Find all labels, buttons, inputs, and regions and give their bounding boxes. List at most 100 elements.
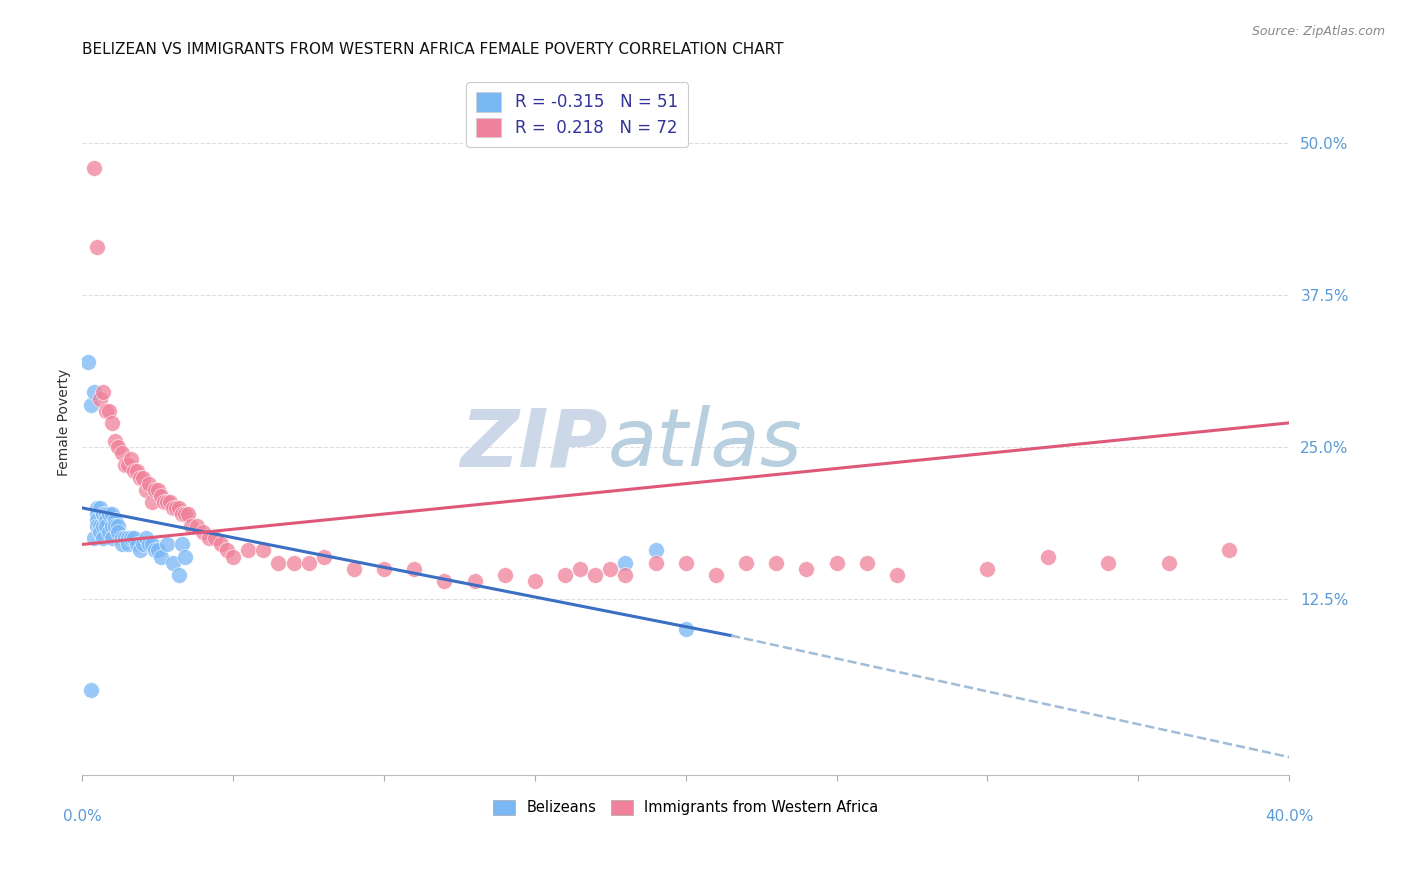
Point <box>117 532 139 546</box>
Point <box>222 549 245 564</box>
Point <box>117 537 139 551</box>
Point <box>125 465 148 479</box>
Point <box>204 532 226 546</box>
Point <box>569 562 592 576</box>
Point <box>1157 556 1180 570</box>
Point <box>644 556 666 570</box>
Point <box>93 532 115 546</box>
Point <box>114 458 136 473</box>
Point <box>86 507 108 521</box>
Point <box>494 567 516 582</box>
Point <box>110 446 132 460</box>
Point <box>96 519 118 533</box>
Text: atlas: atlas <box>607 405 801 483</box>
Point <box>825 556 848 570</box>
Point <box>77 355 100 369</box>
Point <box>162 556 184 570</box>
Point <box>283 556 305 570</box>
Point <box>159 495 181 509</box>
Point <box>86 519 108 533</box>
Point <box>238 543 260 558</box>
Point <box>1097 556 1119 570</box>
Point <box>614 556 637 570</box>
Point <box>198 532 221 546</box>
Point <box>80 683 103 698</box>
Point <box>143 483 166 497</box>
Point <box>98 403 121 417</box>
Point <box>138 476 160 491</box>
Point <box>180 519 202 533</box>
Point <box>107 440 129 454</box>
Point <box>101 416 124 430</box>
Point <box>464 574 486 588</box>
Point <box>554 567 576 582</box>
Point <box>83 161 105 175</box>
Point <box>135 532 157 546</box>
Point <box>1036 549 1059 564</box>
Point <box>101 519 124 533</box>
Text: ZIP: ZIP <box>460 405 607 483</box>
Point <box>93 519 115 533</box>
Text: BELIZEAN VS IMMIGRANTS FROM WESTERN AFRICA FEMALE POVERTY CORRELATION CHART: BELIZEAN VS IMMIGRANTS FROM WESTERN AFRI… <box>83 42 783 57</box>
Point <box>523 574 546 588</box>
Point <box>80 398 103 412</box>
Point <box>1218 543 1240 558</box>
Point <box>101 507 124 521</box>
Point <box>765 556 787 570</box>
Text: Source: ZipAtlas.com: Source: ZipAtlas.com <box>1251 25 1385 38</box>
Point <box>156 537 179 551</box>
Point <box>89 525 111 540</box>
Y-axis label: Female Poverty: Female Poverty <box>58 369 72 476</box>
Point <box>191 525 214 540</box>
Point <box>83 532 105 546</box>
Point <box>149 549 172 564</box>
Point <box>583 567 606 582</box>
Point <box>146 483 169 497</box>
Point <box>104 519 127 533</box>
Point <box>167 567 190 582</box>
Point <box>98 507 121 521</box>
Point <box>135 483 157 497</box>
Point <box>170 537 193 551</box>
Point <box>86 513 108 527</box>
Point <box>117 458 139 473</box>
Point <box>173 507 195 521</box>
Point <box>173 549 195 564</box>
Point <box>110 537 132 551</box>
Point <box>886 567 908 582</box>
Point <box>114 532 136 546</box>
Point <box>186 519 208 533</box>
Point <box>89 519 111 533</box>
Point <box>125 537 148 551</box>
Point <box>796 562 818 576</box>
Point <box>131 470 153 484</box>
Point <box>96 507 118 521</box>
Point <box>122 532 145 546</box>
Point <box>156 495 179 509</box>
Text: 40.0%: 40.0% <box>1265 809 1313 824</box>
Point <box>162 500 184 515</box>
Point <box>128 470 150 484</box>
Point <box>131 537 153 551</box>
Point <box>170 507 193 521</box>
Text: 0.0%: 0.0% <box>63 809 101 824</box>
Point <box>855 556 877 570</box>
Point <box>433 574 456 588</box>
Point <box>110 532 132 546</box>
Point <box>104 434 127 449</box>
Point <box>101 532 124 546</box>
Point <box>373 562 395 576</box>
Point <box>165 500 187 515</box>
Point <box>138 537 160 551</box>
Point <box>675 556 697 570</box>
Point <box>89 500 111 515</box>
Point <box>146 543 169 558</box>
Point <box>86 240 108 254</box>
Point <box>89 392 111 406</box>
Point <box>107 519 129 533</box>
Point <box>599 562 621 576</box>
Point <box>143 543 166 558</box>
Point <box>976 562 998 576</box>
Point <box>167 500 190 515</box>
Point <box>267 556 290 570</box>
